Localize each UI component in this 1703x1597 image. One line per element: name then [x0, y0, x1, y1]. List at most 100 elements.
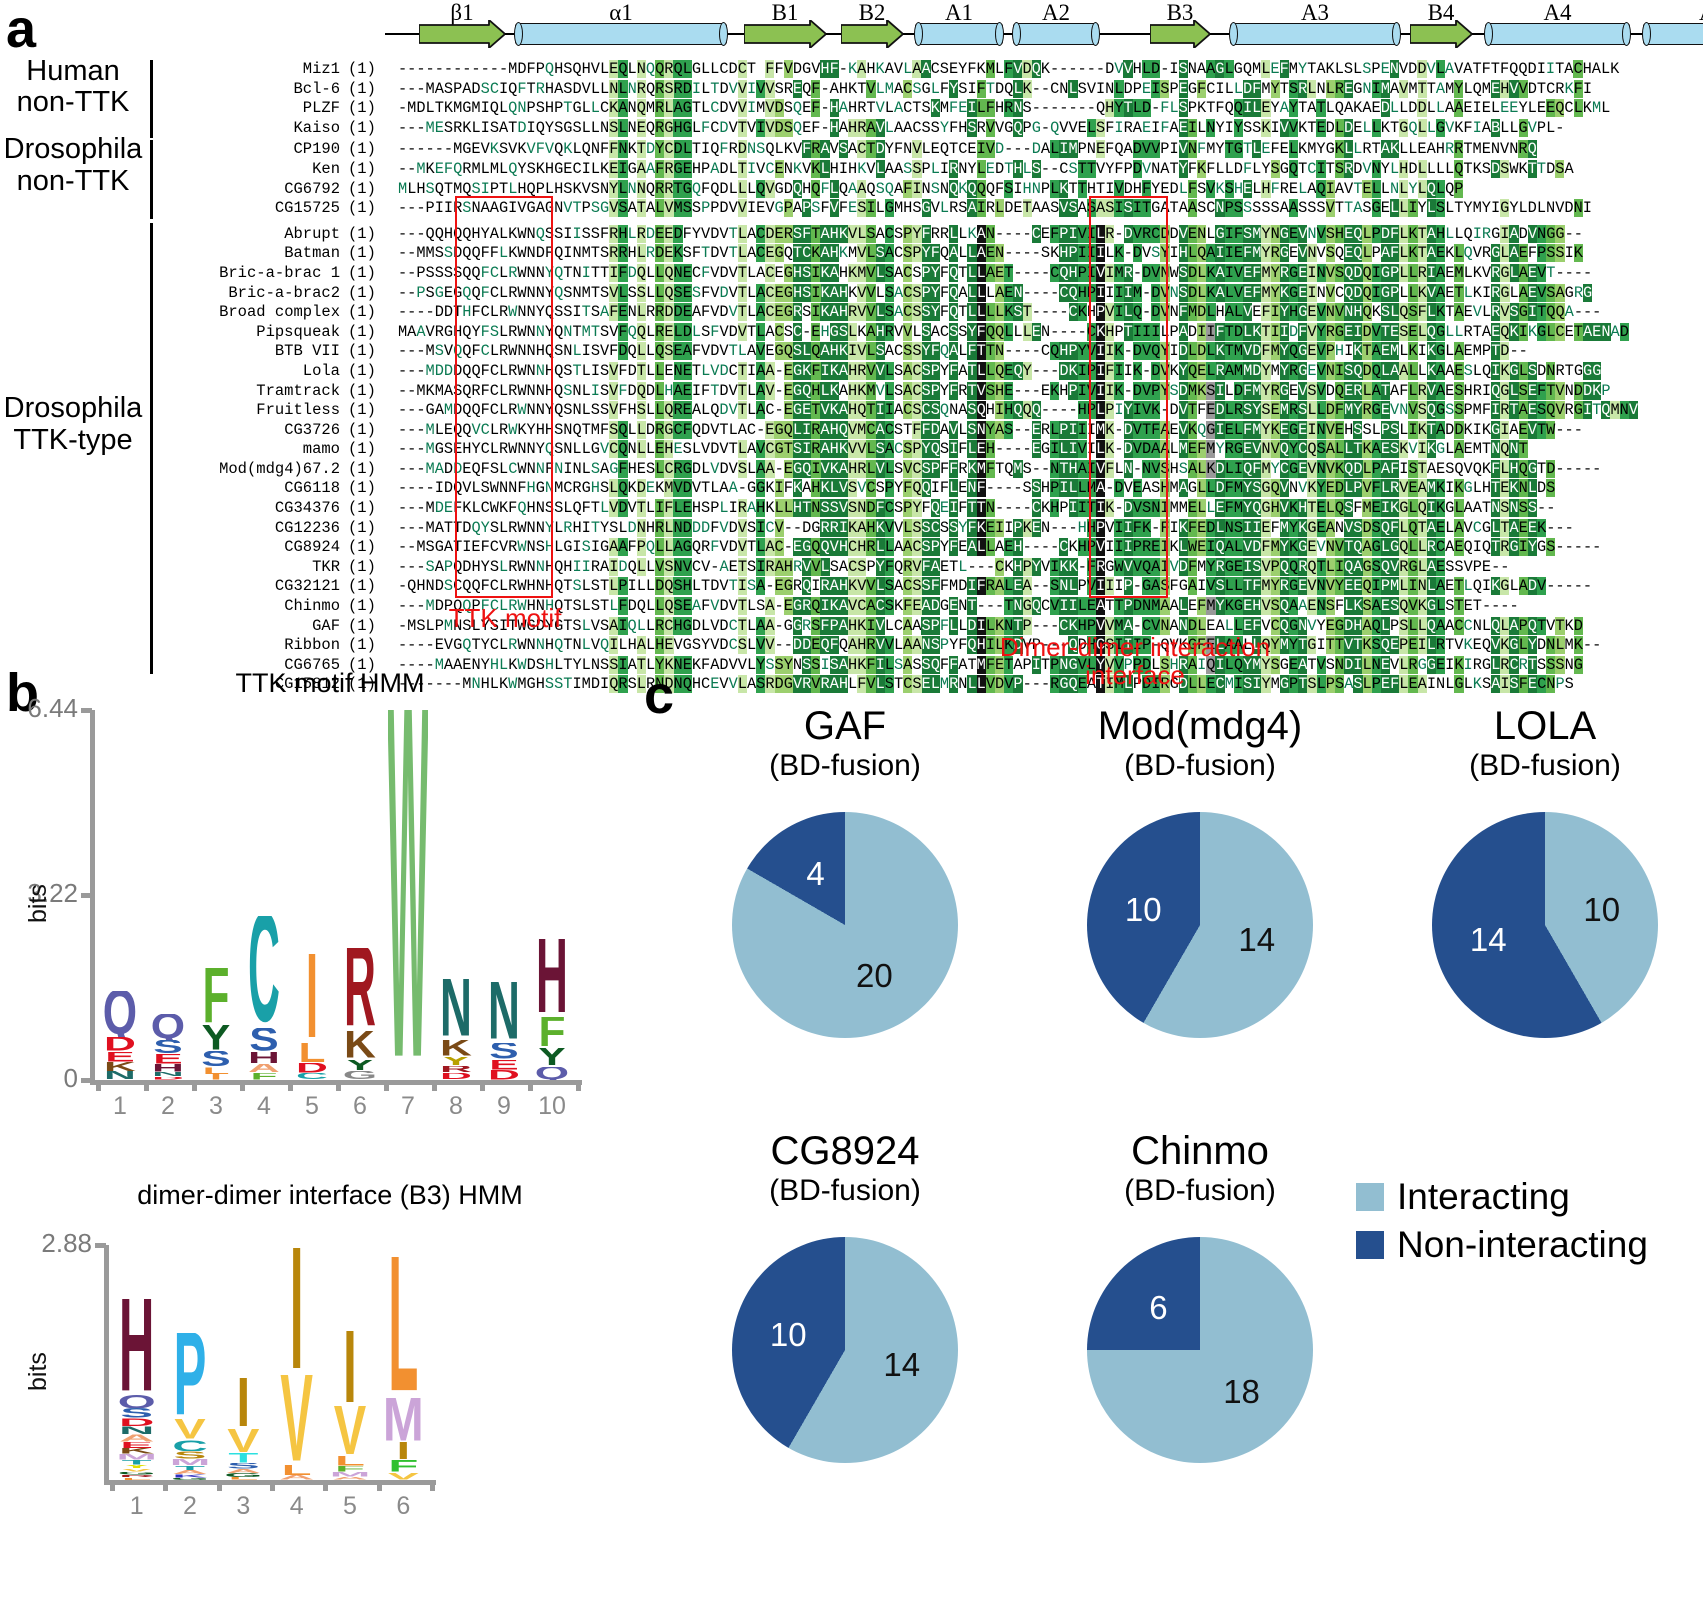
ss-label-β1: β1 [450, 0, 474, 25]
alignment-row-sequence: -QHNDSCQQFCLRWHNHQTSLSTLPILLDQSHLTDVTISA… [398, 577, 1593, 596]
pie-name: LOLA [1493, 704, 1597, 748]
group-label-2: Drosophila TTK-type [3, 392, 143, 456]
ss-label-b4: B4 [1427, 0, 1455, 25]
alignment-row-sequence: --MMSSDQQFFLKWNDFQINMTSRRHLRDEKSFTDVTLAC… [398, 244, 1583, 263]
x-tick-label-5: 5 [305, 1092, 319, 1120]
x-tick-label-5: 5 [343, 1492, 357, 1520]
logo-letter-I: I [396, 1442, 411, 1461]
alignment-row-sequence: ---MADDEQFSLCWNNFNINLSAGFHESLCRGDLVDVSLA… [398, 459, 1602, 478]
ss-label-a5: A5 [1699, 0, 1703, 26]
y-tick-mark [81, 893, 92, 898]
pie-name: Chinmo [1131, 1129, 1269, 1173]
alignment-row-name: Broad complex [219, 303, 340, 322]
legend-item: Interacting [1356, 1176, 1648, 1218]
group-label-0: Human non-TTK [16, 55, 130, 119]
dimer-interface-hmm-title: dimer-dimer interface (B3) HMM [137, 1180, 523, 1210]
panel-b-hmm-logos: b TTK motif HMM 0 3.22 6.44 bits Q D E K N 1 Q S E H N… [0, 660, 640, 1597]
pie-value: 10 [1124, 890, 1162, 928]
alignment-row-sequence: ----DDTHFCLRWNNYQSSITSAFENLRRDDEAFVDVTLA… [398, 303, 1602, 322]
x-tick-mark [288, 1080, 293, 1091]
logo-letter-N: N [152, 1071, 184, 1077]
ss-label-a2: A2 [1041, 0, 1071, 25]
pie-title-chinmo: Chinmo (BD-fusion) [1020, 1129, 1380, 1208]
ttk-motif-box [455, 196, 553, 598]
x-tick-label-4: 4 [257, 1092, 271, 1120]
x-tick-mark [376, 1480, 382, 1491]
y-axis-title: bits [24, 884, 52, 923]
alignment-row-number: (1) [348, 224, 376, 243]
alignment-row-name: Mod(mdg4)67.2 [219, 459, 340, 478]
logo-stack-7: W [388, 710, 428, 1080]
logo-letter-A: A [225, 1468, 262, 1473]
alignment-row-number: (1) [348, 636, 376, 655]
logo-letter-Y: Y [345, 1059, 375, 1072]
ss-label-α1: α1 [609, 0, 633, 25]
logo-letter-E: E [105, 1051, 135, 1063]
alignment-row-number: (1) [348, 159, 376, 178]
logo-letter-L: L [388, 1257, 419, 1398]
logo-letter-H: H [118, 1298, 155, 1396]
alignment-row-number: (1) [348, 99, 376, 118]
pie-chart-cg8924 [732, 1237, 958, 1463]
x-tick-mark [270, 1480, 275, 1491]
x-tick-mark [432, 1080, 437, 1091]
x-tick-label-6: 6 [396, 1492, 411, 1520]
x-tick-label-4: 4 [289, 1492, 304, 1520]
alignment-row-number: (1) [348, 361, 376, 380]
ttk-motif-label: TTK motif [385, 604, 625, 633]
ss-label-b2: B2 [858, 0, 886, 25]
logo-letter-I: I [289, 1248, 304, 1375]
ss-helix-a4 [1484, 22, 1631, 47]
alignment-row-number: (1) [348, 381, 376, 400]
x-tick-label-2: 2 [183, 1492, 197, 1520]
logo-letter-V: V [333, 1405, 367, 1457]
alignment-row-name: CG32121 [274, 577, 340, 596]
alignment-row-name: mamo [302, 440, 340, 459]
alignment-sequences: ------------MDFPQHSQHVLEQLNQQRQLGLLCDCT … [398, 60, 1698, 695]
ttk-motif-label-text: TTK motif [448, 603, 562, 633]
logo-letter-R: R [118, 1475, 155, 1478]
logo-letter-C: C [248, 916, 280, 1029]
ss-label-a3: A3 [1300, 0, 1330, 25]
alignment-row-number: (1) [348, 303, 376, 322]
dimer-interface-hmm-logo: 2.88 bits H Q S D N A E K M T Y V G R L 1 P V C S M T A K G 2 I V T S A G… [0, 1215, 640, 1550]
logo-letter-N: N [440, 979, 472, 1040]
logo-letter-Y: Y [201, 1025, 231, 1052]
alignment-row-number: (1) [348, 440, 376, 459]
y-tick-label: 3.22 [27, 878, 78, 908]
group-bracket-0 [150, 60, 153, 139]
logo-letter-P: P [173, 1333, 207, 1419]
x-tick-mark [110, 1480, 115, 1491]
alignment-row-sequence: --PSSSSQQFCLRWNNYQTNITTIFDQLLQNECFVDVTLA… [398, 263, 1593, 282]
ss-strand-b2 [841, 20, 903, 48]
y-axis [104, 1245, 109, 1480]
y-tick-mark [81, 1078, 92, 1083]
pie-chart-lola [1432, 812, 1658, 1038]
alignment-row-number: (1) [348, 199, 376, 218]
logo-letter-D: D [118, 1418, 155, 1427]
logo-letter-Q: Q [150, 1013, 186, 1040]
alignment-row-number: (1) [348, 322, 376, 341]
alignment-row-sequence: ------MGEVKSVKVFVQKLQNFFNKTDYCDLTIQFRDNS… [398, 140, 1537, 159]
legend-swatch [1356, 1231, 1384, 1259]
logo-letter-I: I [209, 1074, 223, 1080]
pie-chart-modmdg4 [1087, 812, 1313, 1038]
alignment-row-sequence: ---MSVQQFCLRWNNHQSNLISVFDQLLQSEAFVDVTLAV… [398, 342, 1528, 361]
logo-letter-I: I [305, 953, 319, 1043]
ss-helix-α1 [514, 22, 728, 47]
logo-letter-Q: Q [102, 990, 138, 1037]
x-tick-label-3: 3 [236, 1492, 251, 1520]
alignment-row-number: (1) [348, 342, 376, 361]
x-tick-mark [384, 1080, 389, 1091]
alignment-row-name: CG6118 [284, 479, 340, 498]
logo-letter-H: H [536, 939, 568, 1017]
legend-label: Non-interacting [1397, 1224, 1648, 1265]
